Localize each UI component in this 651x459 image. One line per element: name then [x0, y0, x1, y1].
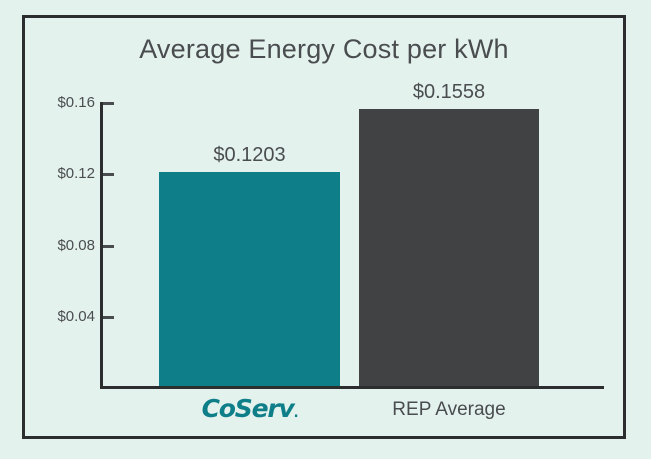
chart-card: Average Energy Cost per kWh $0.16 $0.12 …	[22, 15, 626, 439]
y-tick-label-004: $0.04	[57, 308, 95, 325]
y-tick-label-012: $0.12	[57, 165, 95, 182]
y-tick-mark-004	[103, 316, 114, 319]
bar-rep-average[interactable]	[359, 109, 539, 386]
coserv-logo: CoServ.	[201, 394, 299, 423]
coserv-logo-text: CoServ	[201, 394, 295, 423]
category-label-rep-average: REP Average	[392, 399, 506, 420]
y-tick-mark-016	[103, 102, 114, 105]
bar-coserv[interactable]	[159, 172, 340, 386]
y-axis-line	[100, 102, 103, 389]
category-label-coserv: CoServ.	[159, 394, 340, 426]
bar-value-label-coserv: $0.1203	[213, 144, 286, 167]
plot-area: $0.16 $0.12 $0.08 $0.04 $0.1203 $0.1558 …	[25, 18, 629, 442]
x-axis-line	[100, 386, 604, 389]
y-tick-label-008: $0.08	[57, 237, 95, 254]
y-tick-label-016: $0.16	[57, 94, 95, 111]
chart-title: Average Energy Cost per kWh	[139, 34, 509, 64]
y-tick-mark-012	[103, 173, 114, 176]
bar-value-label-rep-average: $0.1558	[412, 81, 486, 104]
y-tick-mark-008	[103, 245, 114, 248]
coserv-logo-trademark-mark: .	[293, 406, 299, 421]
